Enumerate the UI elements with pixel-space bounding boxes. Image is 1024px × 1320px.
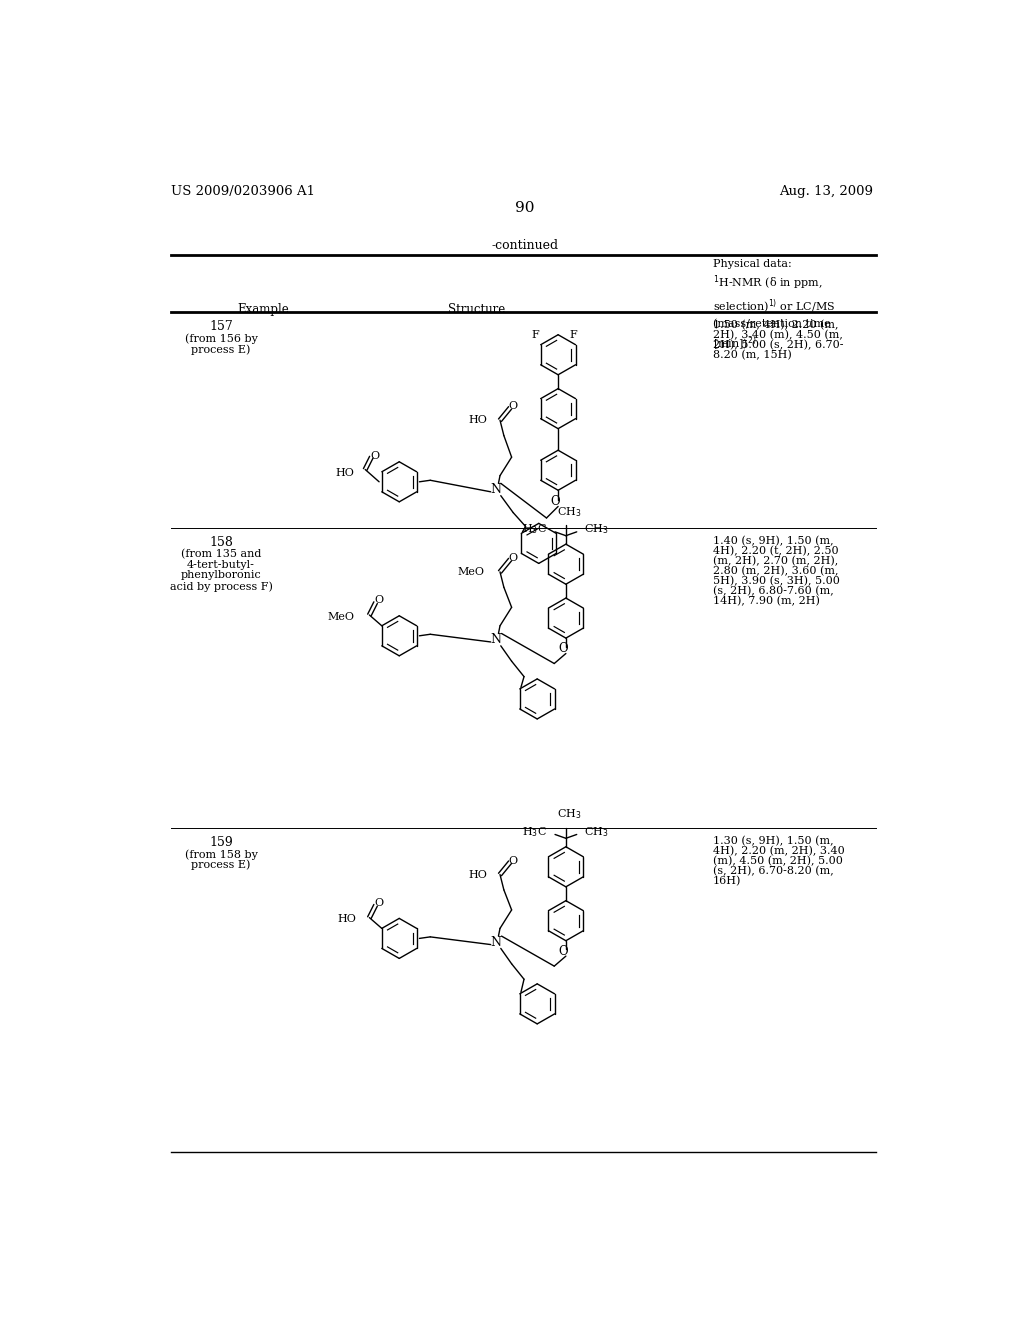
Text: (m, 2H), 2.70 (m, 2H),: (m, 2H), 2.70 (m, 2H), <box>713 556 839 566</box>
Text: O: O <box>509 401 518 412</box>
Text: 1.50 (m, 4H), 2.20 (m,: 1.50 (m, 4H), 2.20 (m, <box>713 321 839 330</box>
Text: 158: 158 <box>209 536 232 549</box>
Text: (from 158 by: (from 158 by <box>184 849 257 859</box>
Text: phenylboronic: phenylboronic <box>180 570 261 581</box>
Text: O: O <box>509 553 518 564</box>
Text: F: F <box>531 330 539 341</box>
Text: Physical data:
$^1$H-NMR (δ in ppm,
selection)$^{1)}$ or LC/MS
(mass/retention t: Physical data: $^1$H-NMR (δ in ppm, sele… <box>713 259 836 352</box>
Text: US 2009/0203906 A1: US 2009/0203906 A1 <box>171 185 314 198</box>
Text: HO: HO <box>468 870 486 879</box>
Text: Aug. 13, 2009: Aug. 13, 2009 <box>779 185 873 198</box>
Text: O: O <box>558 643 567 656</box>
Text: 2.80 (m, 2H), 3.60 (m,: 2.80 (m, 2H), 3.60 (m, <box>713 566 839 576</box>
Text: 14H), 7.90 (m, 2H): 14H), 7.90 (m, 2H) <box>713 595 820 606</box>
Text: HO: HO <box>337 915 356 924</box>
Text: 4-tert-butyl-: 4-tert-butyl- <box>187 560 255 569</box>
Text: 5H), 3.90 (s, 3H), 5.00: 5H), 3.90 (s, 3H), 5.00 <box>713 576 840 586</box>
Text: (s, 2H), 6.70-8.20 (m,: (s, 2H), 6.70-8.20 (m, <box>713 866 834 876</box>
Text: O: O <box>371 450 380 461</box>
Text: O: O <box>374 898 383 908</box>
Text: 2H), 5.00 (s, 2H), 6.70-: 2H), 5.00 (s, 2H), 6.70- <box>713 341 844 351</box>
Text: O: O <box>374 595 383 606</box>
Text: 4H), 2.20 (m, 2H), 3.40: 4H), 2.20 (m, 2H), 3.40 <box>713 846 845 857</box>
Text: (s, 2H), 6.80-7.60 (m,: (s, 2H), 6.80-7.60 (m, <box>713 586 834 597</box>
Text: H$_3$C: H$_3$C <box>522 523 547 536</box>
Text: MeO: MeO <box>458 566 484 577</box>
Text: Structure: Structure <box>449 304 506 317</box>
Text: 90: 90 <box>515 201 535 215</box>
Text: (from 156 by: (from 156 by <box>184 333 257 343</box>
Text: MeO: MeO <box>328 611 354 622</box>
Text: F: F <box>569 330 578 341</box>
Text: O: O <box>509 855 518 866</box>
Text: CH$_3$: CH$_3$ <box>557 506 582 519</box>
Text: 8.20 (m, 15H): 8.20 (m, 15H) <box>713 350 792 360</box>
Text: CH$_3$: CH$_3$ <box>557 808 582 821</box>
Text: process E): process E) <box>191 859 251 870</box>
Text: -continued: -continued <box>492 239 558 252</box>
Text: 1.40 (s, 9H), 1.50 (m,: 1.40 (s, 9H), 1.50 (m, <box>713 536 834 546</box>
Text: 159: 159 <box>209 836 232 849</box>
Text: 2H), 3.40 (m), 4.50 (m,: 2H), 3.40 (m), 4.50 (m, <box>713 330 843 341</box>
Text: HO: HO <box>336 467 354 478</box>
Text: 1.30 (s, 9H), 1.50 (m,: 1.30 (s, 9H), 1.50 (m, <box>713 836 834 846</box>
Text: (from 135 and: (from 135 and <box>181 549 261 560</box>
Text: 16H): 16H) <box>713 876 741 886</box>
Text: 4H), 2.20 (t, 2H), 2.50: 4H), 2.20 (t, 2H), 2.50 <box>713 545 839 556</box>
Text: CH$_3$: CH$_3$ <box>585 523 609 536</box>
Text: N: N <box>490 936 502 949</box>
Text: N: N <box>490 634 502 647</box>
Text: O: O <box>558 945 567 958</box>
Text: 157: 157 <box>209 321 232 333</box>
Text: O: O <box>550 495 560 508</box>
Text: HO: HO <box>468 416 486 425</box>
Text: CH$_3$: CH$_3$ <box>585 825 609 840</box>
Text: N: N <box>490 483 502 496</box>
Text: H$_3$C: H$_3$C <box>522 825 547 840</box>
Text: Example: Example <box>238 304 290 317</box>
Text: process E): process E) <box>191 345 251 355</box>
Text: (m), 4.50 (m, 2H), 5.00: (m), 4.50 (m, 2H), 5.00 <box>713 857 843 866</box>
Text: acid by process F): acid by process F) <box>170 581 272 591</box>
